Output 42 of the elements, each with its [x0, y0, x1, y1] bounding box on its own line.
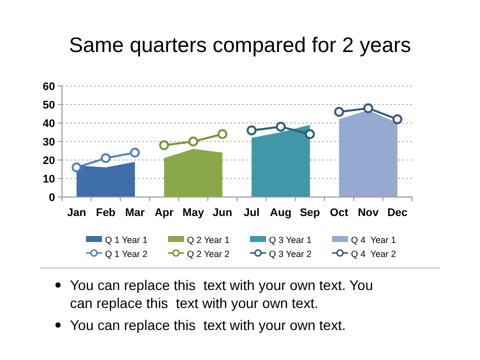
y-tick-label: 0 — [48, 192, 55, 204]
x-tick-label: Oct — [330, 207, 349, 219]
x-tick-label: Jul — [244, 207, 260, 219]
legend-label: Q 1 Year 2 — [105, 249, 148, 259]
legend-label: Q 1 Year 1 — [105, 235, 148, 245]
x-tick-label: Apr — [154, 207, 174, 219]
y-tick-label: 20 — [42, 155, 55, 167]
y-tick-label: 30 — [42, 136, 55, 148]
point — [72, 162, 82, 172]
y-tick-label: 50 — [42, 100, 55, 112]
point — [130, 148, 140, 158]
x-tick-label: May — [182, 207, 205, 219]
legend-label: Q 4 Year 1 — [351, 235, 396, 245]
point — [304, 129, 315, 140]
point — [363, 103, 374, 114]
text: You can replace this text with your own text. You can replace this text with your own text. — [70, 277, 374, 311]
point — [217, 129, 228, 140]
x-tick-label: Mar — [125, 207, 146, 219]
y-tick-label: 40 — [42, 118, 55, 130]
legend-label: Q 3 Year 1 — [269, 235, 312, 245]
x-tick-label: Dec — [387, 207, 408, 219]
x-tick-label: Jun — [212, 207, 232, 219]
x-tick-label: Feb — [96, 207, 116, 219]
text: You can replace this text with your own text. — [70, 317, 346, 333]
legend-label: Q 4 Year 2 — [351, 249, 396, 259]
x-tick-label: Sep — [300, 207, 320, 219]
point — [159, 140, 170, 150]
x-tick-label: Nov — [358, 207, 380, 219]
y-tick-label: 60 — [42, 81, 55, 93]
legend-label: Q 3 Year 2 — [269, 249, 312, 259]
y-tick-label: 10 — [42, 174, 55, 186]
x-tick-label: Aug — [270, 207, 292, 219]
x-tick-label: Jan — [67, 207, 86, 219]
chart-title: Same quarters compared for 2 years — [69, 34, 411, 57]
point — [100, 153, 111, 164]
point — [276, 122, 286, 132]
point — [246, 125, 257, 136]
point — [188, 136, 198, 146]
legend-label: Q 2 Year 1 — [187, 235, 230, 245]
point — [392, 114, 402, 124]
point — [334, 106, 344, 117]
legend-label: Q 2 Year 2 — [187, 249, 230, 259]
